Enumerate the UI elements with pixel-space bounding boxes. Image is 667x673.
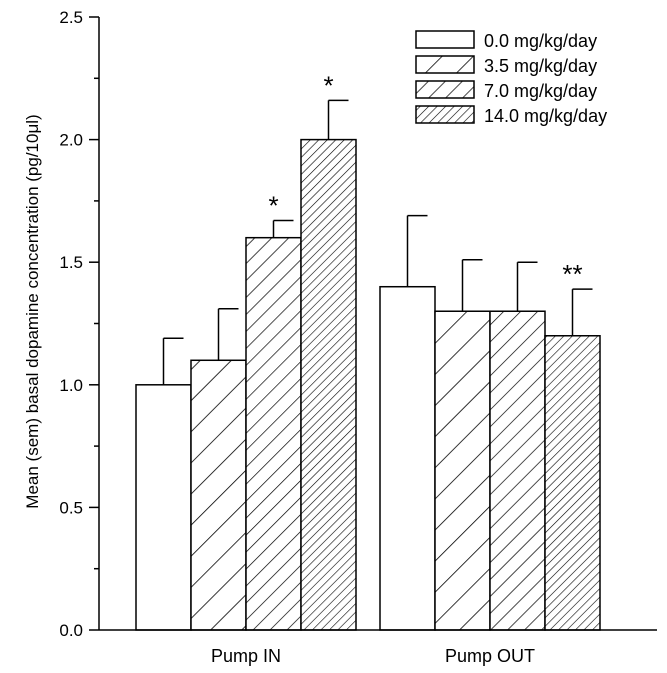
y-tick-label: 0.5 [59, 498, 83, 517]
significance-marker: * [323, 70, 333, 100]
bar [379, 285, 436, 631]
x-category-label: Pump OUT [445, 646, 535, 666]
significance-marker: ** [562, 259, 582, 289]
legend-label: 14.0 mg/kg/day [484, 106, 607, 126]
bar [135, 384, 192, 631]
y-tick-label: 1.5 [59, 253, 83, 272]
legend-swatch [415, 55, 475, 74]
y-axis-title: Mean (sem) basal dopamine concentration … [23, 114, 42, 508]
y-tick-label: 2.5 [59, 8, 83, 27]
y-tick-label: 1.0 [59, 376, 83, 395]
legend-swatch [415, 80, 475, 99]
legend-label: 0.0 mg/kg/day [484, 31, 597, 51]
legend-swatch [415, 105, 475, 124]
legend-label: 3.5 mg/kg/day [484, 56, 597, 76]
bar [544, 335, 601, 631]
y-tick-label: 0.0 [59, 621, 83, 640]
bar [245, 236, 302, 631]
bar [489, 310, 546, 631]
bar [434, 310, 491, 631]
x-category-label: Pump IN [211, 646, 281, 666]
y-tick-label: 2.0 [59, 131, 83, 150]
legend-swatch [415, 30, 475, 49]
bar [190, 359, 247, 631]
legend-label: 7.0 mg/kg/day [484, 81, 597, 101]
bar [300, 138, 357, 631]
significance-marker: * [268, 191, 278, 221]
